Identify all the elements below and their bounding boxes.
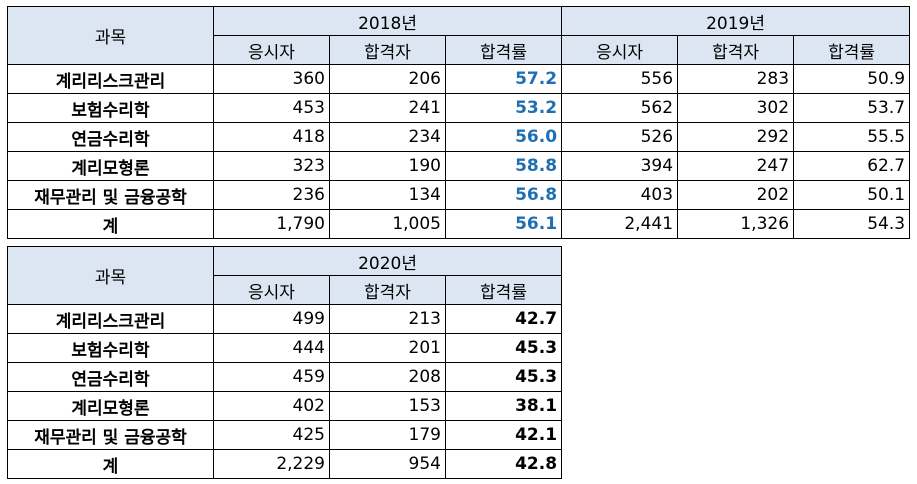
pass-rate-table-2018-2019: 과목 2018년 2019년 응시자 합격자 합격률 응시자 합격자 합격률 계… — [7, 6, 911, 239]
pass-rate-cell: 42.1 — [444, 420, 563, 450]
applicants-cell: 444 — [213, 333, 330, 363]
subject-cell: 보험수리학 — [7, 93, 214, 123]
applicants-cell: 425 — [213, 420, 330, 450]
year-header-2018: 2018년 — [212, 6, 563, 36]
passers-cell: 134 — [329, 180, 446, 210]
year-header-2020: 2020년 — [212, 246, 563, 276]
passers-cell: 202 — [677, 180, 795, 210]
pass-rate-cell: 50.1 — [793, 180, 911, 210]
total-row: 계 1,790 1,005 56.1 2,441 1,326 54.3 — [7, 209, 911, 239]
passers-cell: 206 — [329, 64, 446, 94]
passers-cell: 153 — [329, 391, 446, 421]
applicants-cell: 360 — [213, 64, 330, 94]
applicants-cell: 499 — [213, 304, 330, 334]
table-row: 재무관리 및 금융공학 425 179 42.1 — [7, 420, 563, 450]
pass-rate-cell: 38.1 — [444, 391, 563, 421]
applicants-cell: 418 — [213, 122, 330, 152]
table-row: 계리리스크관리 499 213 42.7 — [7, 304, 563, 334]
year-header-2019: 2019년 — [561, 6, 911, 36]
passers-cell: 1,005 — [329, 209, 446, 239]
applicants-cell: 403 — [561, 180, 679, 210]
applicants-cell: 394 — [561, 151, 679, 181]
passers-cell: 954 — [329, 449, 446, 479]
passers-cell: 302 — [677, 93, 795, 123]
pass-rate-cell: 45.3 — [444, 362, 563, 392]
subject-header: 과목 — [7, 6, 214, 65]
table-row: 연금수리학 418 234 56.0 526 292 55.5 — [7, 122, 911, 152]
applicants-cell: 323 — [213, 151, 330, 181]
pass-rate-cell: 53.7 — [793, 93, 911, 123]
passers-cell: 201 — [329, 333, 446, 363]
table-row: 보험수리학 453 241 53.2 562 302 53.7 — [7, 93, 911, 123]
subject-cell: 계리모형론 — [7, 391, 214, 421]
col-header-applicants: 응시자 — [213, 35, 330, 65]
subject-cell: 계리모형론 — [7, 151, 214, 181]
pass-rate-cell: 56.8 — [444, 180, 563, 210]
applicants-cell: 556 — [561, 64, 679, 94]
col-header-applicants: 응시자 — [561, 35, 679, 65]
subject-cell: 보험수리학 — [7, 333, 214, 363]
header-row-years: 과목 2018년 2019년 — [7, 6, 911, 65]
pass-rate-cell: 50.9 — [793, 64, 911, 94]
pass-rate-cell: 62.7 — [793, 151, 911, 181]
header-row-columns: 응시자 합격자 합격률 — [8, 275, 563, 305]
subject-cell: 계리리스크관리 — [7, 64, 214, 94]
pass-rate-cell: 53.2 — [444, 93, 563, 123]
header-row-columns: 응시자 합격자 합격률 응시자 합격자 합격률 — [8, 35, 911, 65]
subject-cell: 연금수리학 — [7, 122, 214, 152]
table-row: 계리리스크관리 360 206 57.2 556 283 50.9 — [7, 64, 911, 94]
passers-cell: 283 — [677, 64, 795, 94]
subject-cell: 재무관리 및 금융공학 — [7, 420, 214, 450]
subject-cell: 연금수리학 — [7, 362, 214, 392]
pass-rate-cell: 58.8 — [444, 151, 563, 181]
total-row: 계 2,229 954 42.8 — [7, 449, 563, 479]
col-header-rate: 합격률 — [444, 35, 563, 65]
table-row: 보험수리학 444 201 45.3 — [7, 333, 563, 363]
applicants-cell: 526 — [561, 122, 679, 152]
col-header-passers: 합격자 — [329, 35, 446, 65]
passers-cell: 213 — [329, 304, 446, 334]
pass-rate-cell: 56.0 — [444, 122, 563, 152]
col-header-passers: 합격자 — [329, 275, 446, 305]
col-header-rate: 합격률 — [444, 275, 563, 305]
pass-rate-cell: 57.2 — [444, 64, 563, 94]
table-row: 계리모형론 402 153 38.1 — [7, 391, 563, 421]
col-header-rate: 합격률 — [793, 35, 911, 65]
table-row: 계리모형론 323 190 58.8 394 247 62.7 — [7, 151, 911, 181]
passers-cell: 247 — [677, 151, 795, 181]
pass-rate-cell: 42.8 — [444, 449, 563, 479]
applicants-cell: 2,441 — [561, 209, 679, 239]
applicants-cell: 236 — [213, 180, 330, 210]
applicants-cell: 1,790 — [213, 209, 330, 239]
pass-rate-cell: 45.3 — [444, 333, 563, 363]
passers-cell: 292 — [677, 122, 795, 152]
table-row: 재무관리 및 금융공학 236 134 56.8 403 202 50.1 — [7, 180, 911, 210]
pass-rate-table-2020: 과목 2020년 응시자 합격자 합격률 계리리스크관리 499 213 42.… — [7, 246, 563, 479]
pass-rate-cell: 42.7 — [444, 304, 563, 334]
passers-cell: 234 — [329, 122, 446, 152]
col-header-passers: 합격자 — [677, 35, 795, 65]
applicants-cell: 2,229 — [213, 449, 330, 479]
pass-rate-cell: 54.3 — [793, 209, 911, 239]
applicants-cell: 402 — [213, 391, 330, 421]
table-row: 연금수리학 459 208 45.3 — [7, 362, 563, 392]
subject-header: 과목 — [7, 246, 214, 305]
subject-cell: 계리리스크관리 — [7, 304, 214, 334]
applicants-cell: 453 — [213, 93, 330, 123]
applicants-cell: 562 — [561, 93, 679, 123]
passers-cell: 208 — [329, 362, 446, 392]
total-label-cell: 계 — [7, 209, 214, 239]
passers-cell: 190 — [329, 151, 446, 181]
passers-cell: 179 — [329, 420, 446, 450]
applicants-cell: 459 — [213, 362, 330, 392]
col-header-applicants: 응시자 — [213, 275, 330, 305]
passers-cell: 1,326 — [677, 209, 795, 239]
header-row-years: 과목 2020년 — [7, 246, 563, 305]
subject-cell: 재무관리 및 금융공학 — [7, 180, 214, 210]
pass-rate-cell: 56.1 — [444, 209, 563, 239]
pass-rate-cell: 55.5 — [793, 122, 911, 152]
total-label-cell: 계 — [7, 449, 214, 479]
passers-cell: 241 — [329, 93, 446, 123]
